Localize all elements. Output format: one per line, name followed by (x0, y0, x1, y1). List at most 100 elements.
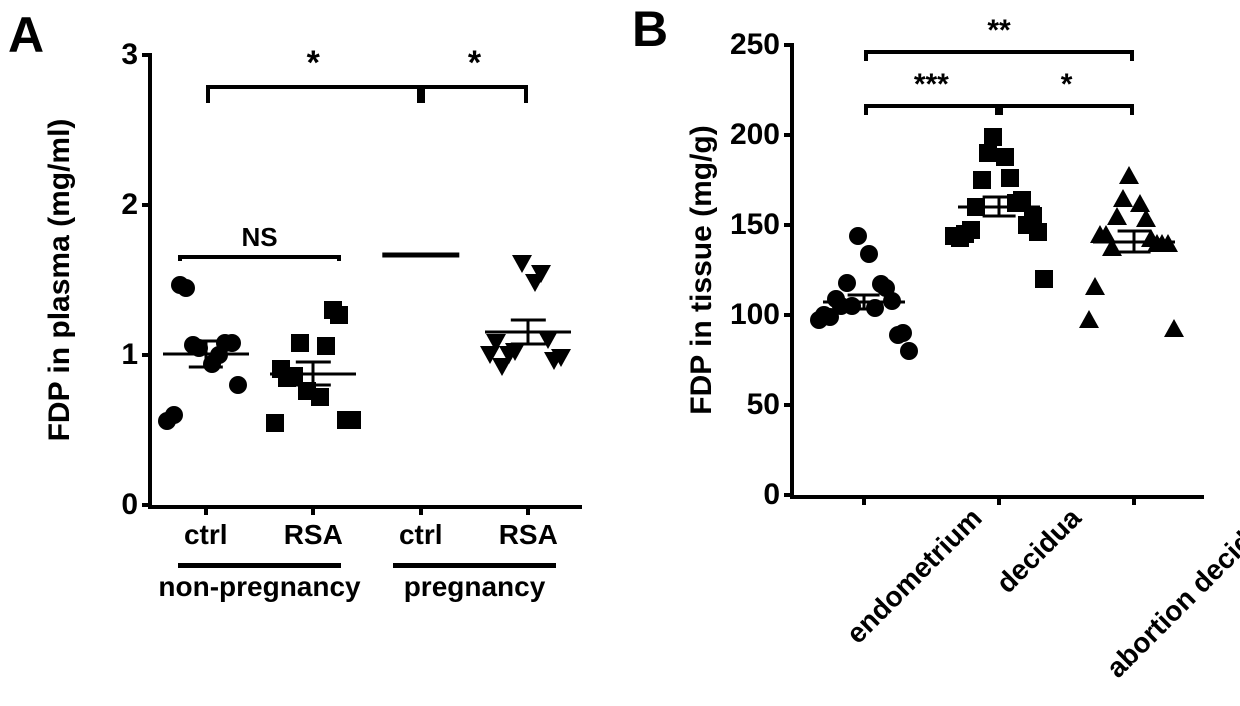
x-tick-label: abortion decidua (1094, 495, 1240, 684)
sig-bar (206, 85, 421, 89)
sem-bar (998, 197, 1001, 216)
data-marker (973, 171, 991, 189)
y-tick-label: 150 (730, 208, 794, 242)
data-marker (894, 324, 912, 342)
data-marker (538, 331, 558, 349)
panel-label: A (8, 6, 44, 64)
sig-label: * (1061, 68, 1073, 102)
y-tick-label: 0 (763, 478, 794, 512)
data-marker (900, 342, 918, 360)
plot-area: 0123ctrlRSActrlRSAnon-pregnancypregnancy… (148, 55, 582, 509)
sem-bar (312, 362, 315, 385)
sig-bar (524, 85, 528, 103)
data-marker (810, 311, 828, 329)
data-marker (1107, 207, 1127, 225)
data-marker (317, 337, 335, 355)
data-marker (291, 334, 309, 352)
y-axis-title: FDP in plasma (mg/ml) (43, 119, 77, 442)
sem-cap (189, 365, 223, 368)
sem-cap (511, 342, 545, 345)
sem-cap (1118, 251, 1151, 254)
y-tick-label: 50 (747, 388, 794, 422)
data-marker (1079, 310, 1099, 328)
data-marker (1085, 277, 1105, 295)
data-marker (849, 227, 867, 245)
data-marker (1164, 319, 1184, 337)
data-marker (838, 274, 856, 292)
sig-bar (178, 255, 182, 261)
data-marker (229, 376, 247, 394)
y-tick-label: 250 (730, 28, 794, 62)
data-marker (996, 148, 1014, 166)
sem-bar (527, 320, 530, 343)
y-tick-label: 0 (121, 488, 152, 522)
sem-cap (983, 196, 1016, 199)
data-marker (827, 290, 845, 308)
sig-bar (864, 50, 868, 61)
sem-cap (296, 361, 330, 364)
sig-bar (1130, 50, 1134, 61)
sig-bar (178, 255, 341, 259)
x-tick (997, 495, 1001, 505)
x-tick (1132, 495, 1136, 505)
sem-cap (511, 319, 545, 322)
data-marker (311, 388, 329, 406)
group-label: non-pregnancy (158, 571, 360, 603)
sig-bar (206, 85, 210, 103)
sig-bar (999, 104, 1134, 108)
sig-bar (999, 104, 1003, 115)
data-marker (979, 144, 997, 162)
x-tick-label: endometrium (833, 495, 988, 650)
y-tick-label: 1 (121, 338, 152, 372)
x-tick-label: RSA (284, 505, 343, 551)
sig-label: *** (914, 68, 949, 102)
sig-bar (864, 50, 1135, 54)
sig-bar (421, 85, 529, 89)
data-marker (512, 255, 532, 273)
data-marker (480, 346, 500, 364)
sig-bar (337, 255, 341, 261)
data-marker (171, 276, 189, 294)
x-tick-label: ctrl (399, 505, 443, 551)
data-marker (551, 349, 571, 367)
sem-bar (1133, 231, 1136, 253)
y-tick-label: 100 (730, 298, 794, 332)
sem-cap (847, 308, 880, 311)
y-tick-label: 200 (730, 118, 794, 152)
group-bracket (178, 563, 341, 568)
sig-label: NS (241, 222, 277, 253)
data-marker (860, 245, 878, 263)
y-axis-title: FDP in tissue (mg/g) (685, 125, 719, 414)
x-tick (862, 495, 866, 505)
data-marker (531, 265, 551, 283)
panel-label: B (632, 0, 668, 58)
data-marker (343, 411, 361, 429)
sem-cap (296, 384, 330, 387)
data-marker (223, 334, 241, 352)
data-marker (1136, 209, 1156, 227)
y-tick-label: 2 (121, 188, 152, 222)
sem-cap (1118, 229, 1151, 232)
sig-label: * (468, 44, 481, 83)
data-marker (158, 412, 176, 430)
x-tick-label: ctrl (184, 505, 228, 551)
group-bracket (393, 563, 556, 568)
data-marker (1119, 166, 1139, 184)
sig-label: * (307, 44, 320, 83)
data-marker (330, 306, 348, 324)
sig-bar (421, 85, 425, 103)
plot-area: 050100150200250endometriumdeciduaabortio… (790, 45, 1204, 499)
sem-cap (189, 339, 223, 342)
data-marker (1029, 223, 1047, 241)
data-marker (1035, 270, 1053, 288)
sem-cap (847, 293, 880, 296)
data-marker (266, 414, 284, 432)
x-tick-label: RSA (499, 505, 558, 551)
sig-label: ** (987, 14, 1010, 48)
sem-bar (204, 341, 207, 367)
sig-bar (1130, 104, 1134, 115)
group-label: pregnancy (404, 571, 546, 603)
data-marker (945, 227, 963, 245)
data-marker (382, 252, 459, 257)
data-marker (1001, 169, 1019, 187)
